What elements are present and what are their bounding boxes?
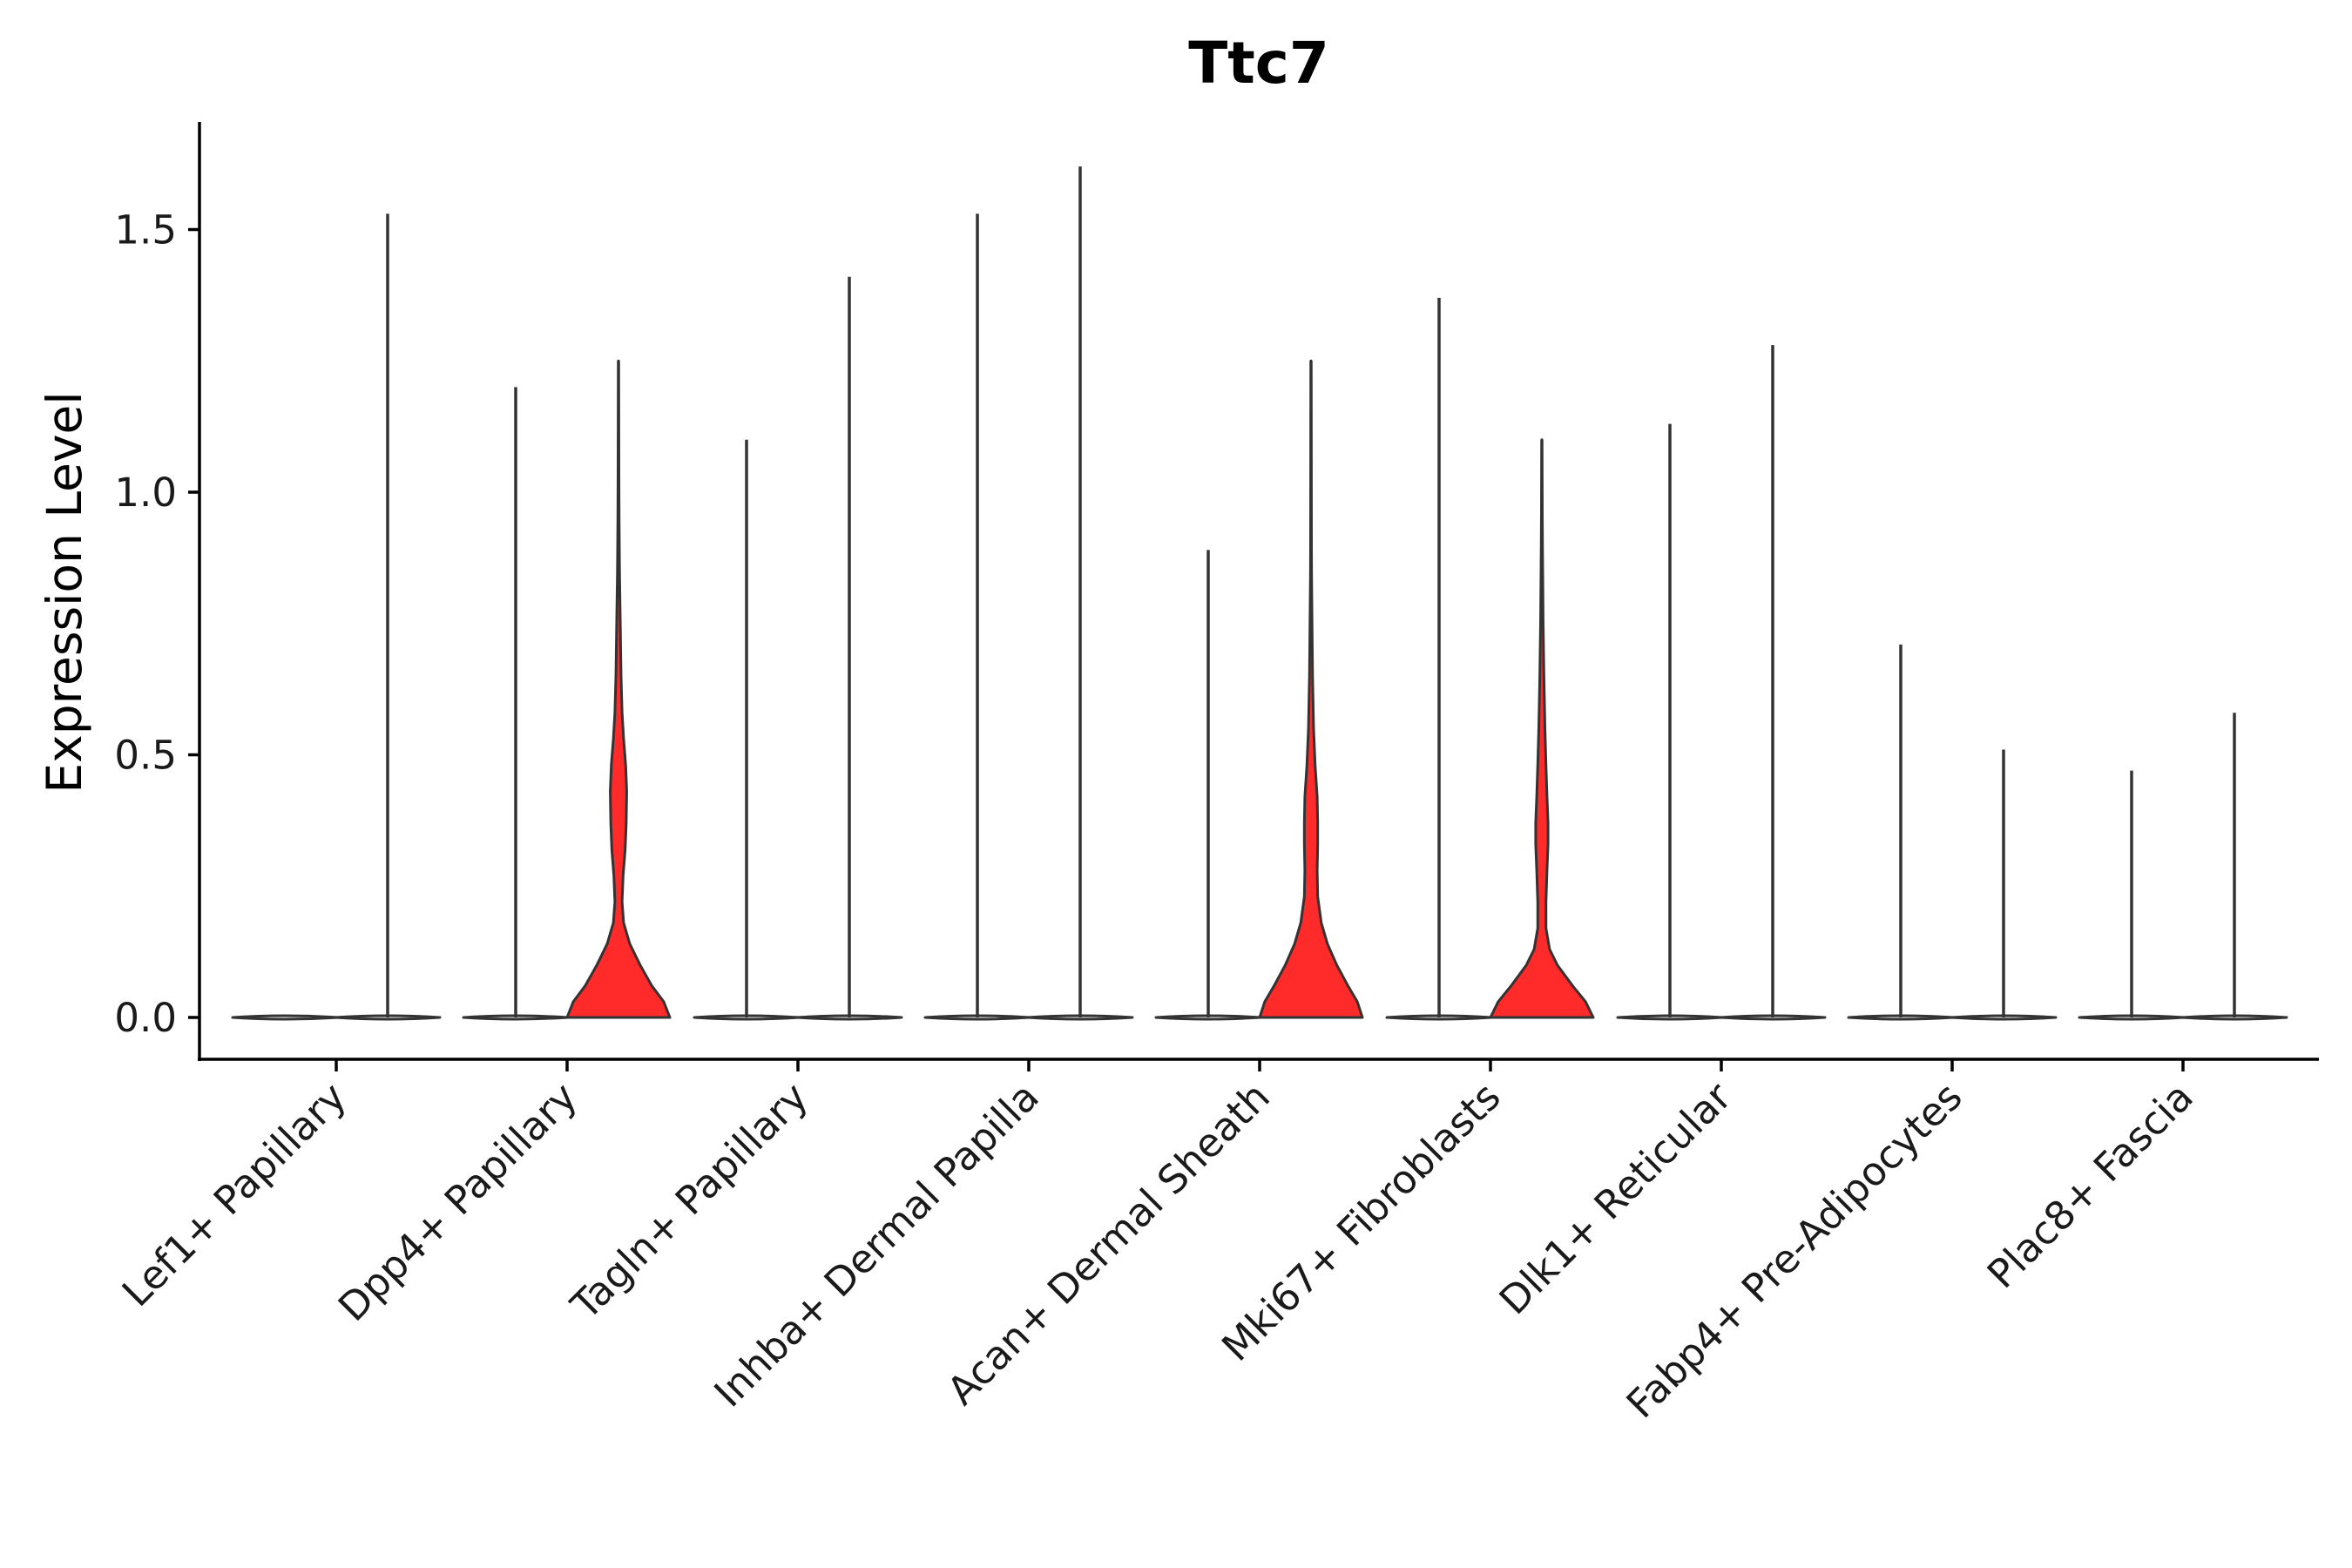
violin [1847,644,1955,1021]
violin [334,213,442,1021]
violin [1154,550,1262,1021]
violin [231,1014,339,1021]
violin [1719,345,1827,1021]
y-axis: 0.0 0.5 1.0 1.5 [114,207,199,1041]
y-tick-label: 0.5 [114,733,177,779]
violin [2078,770,2186,1021]
chart-title: Ttc7 [1188,30,1329,97]
x-tick-label: Lef1+ Papillary [113,1073,355,1315]
violin [693,439,801,1021]
y-tick-label: 1.5 [114,207,177,253]
violin [1026,166,1134,1021]
violin [923,213,1031,1021]
violin [1616,423,1724,1021]
violin [1258,359,1364,1019]
x-tick-label: Dlk1+ Reticular [1490,1073,1740,1323]
violin [1489,438,1595,1019]
violin [1385,297,1493,1021]
y-tick-label: 1.0 [114,470,177,516]
y-tick-label: 0.0 [114,995,177,1041]
x-tick-label: Plac8+ Fascia [1978,1073,2202,1297]
violin [462,387,570,1021]
x-tick-label: Tagln+ Papillary [562,1073,817,1328]
violin [2180,713,2288,1021]
violin-body [231,1014,339,1021]
plot-area [231,166,2288,1021]
violin [1950,749,2058,1021]
x-tick-label: Dpp4+ Papillary [329,1073,586,1330]
violin [565,359,672,1019]
violin [795,276,903,1021]
y-axis-label: Expression Level [37,391,92,793]
